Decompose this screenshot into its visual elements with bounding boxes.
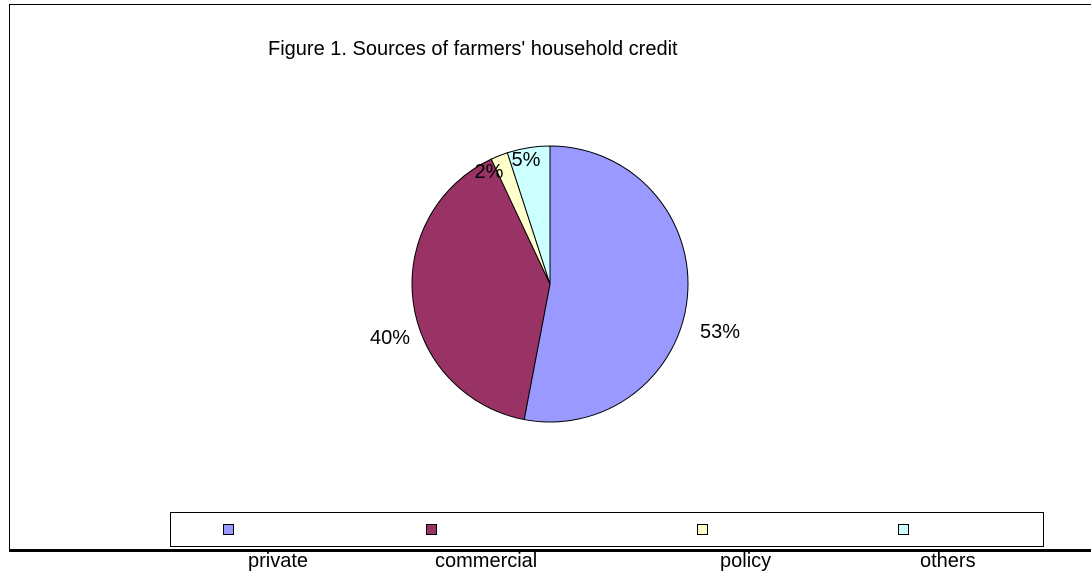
- legend-label-commercial: commercial: [435, 550, 538, 572]
- legend-swatch-others: [898, 524, 909, 535]
- legend-label-private: private: [248, 550, 309, 572]
- pie-slice-private: [523, 145, 689, 423]
- legend: [170, 512, 1044, 547]
- legend-swatch-policy: [697, 524, 708, 535]
- pie-slice-others: [506, 145, 551, 285]
- legend-label-others: others: [920, 550, 976, 572]
- bottom-rule: [9, 549, 1091, 552]
- data-label-commercial: 40%: [370, 327, 410, 349]
- legend-label-policy: policy: [720, 550, 772, 572]
- data-label-others: 5%: [512, 149, 541, 171]
- legend-swatch-commercial: [426, 524, 437, 535]
- pie-slice-commercial: [411, 158, 551, 421]
- data-label-private: 53%: [700, 321, 740, 343]
- legend-swatch-private: [223, 524, 234, 535]
- data-label-policy: 2%: [475, 161, 504, 183]
- chart-title: Figure 1. Sources of farmers' household …: [268, 38, 678, 60]
